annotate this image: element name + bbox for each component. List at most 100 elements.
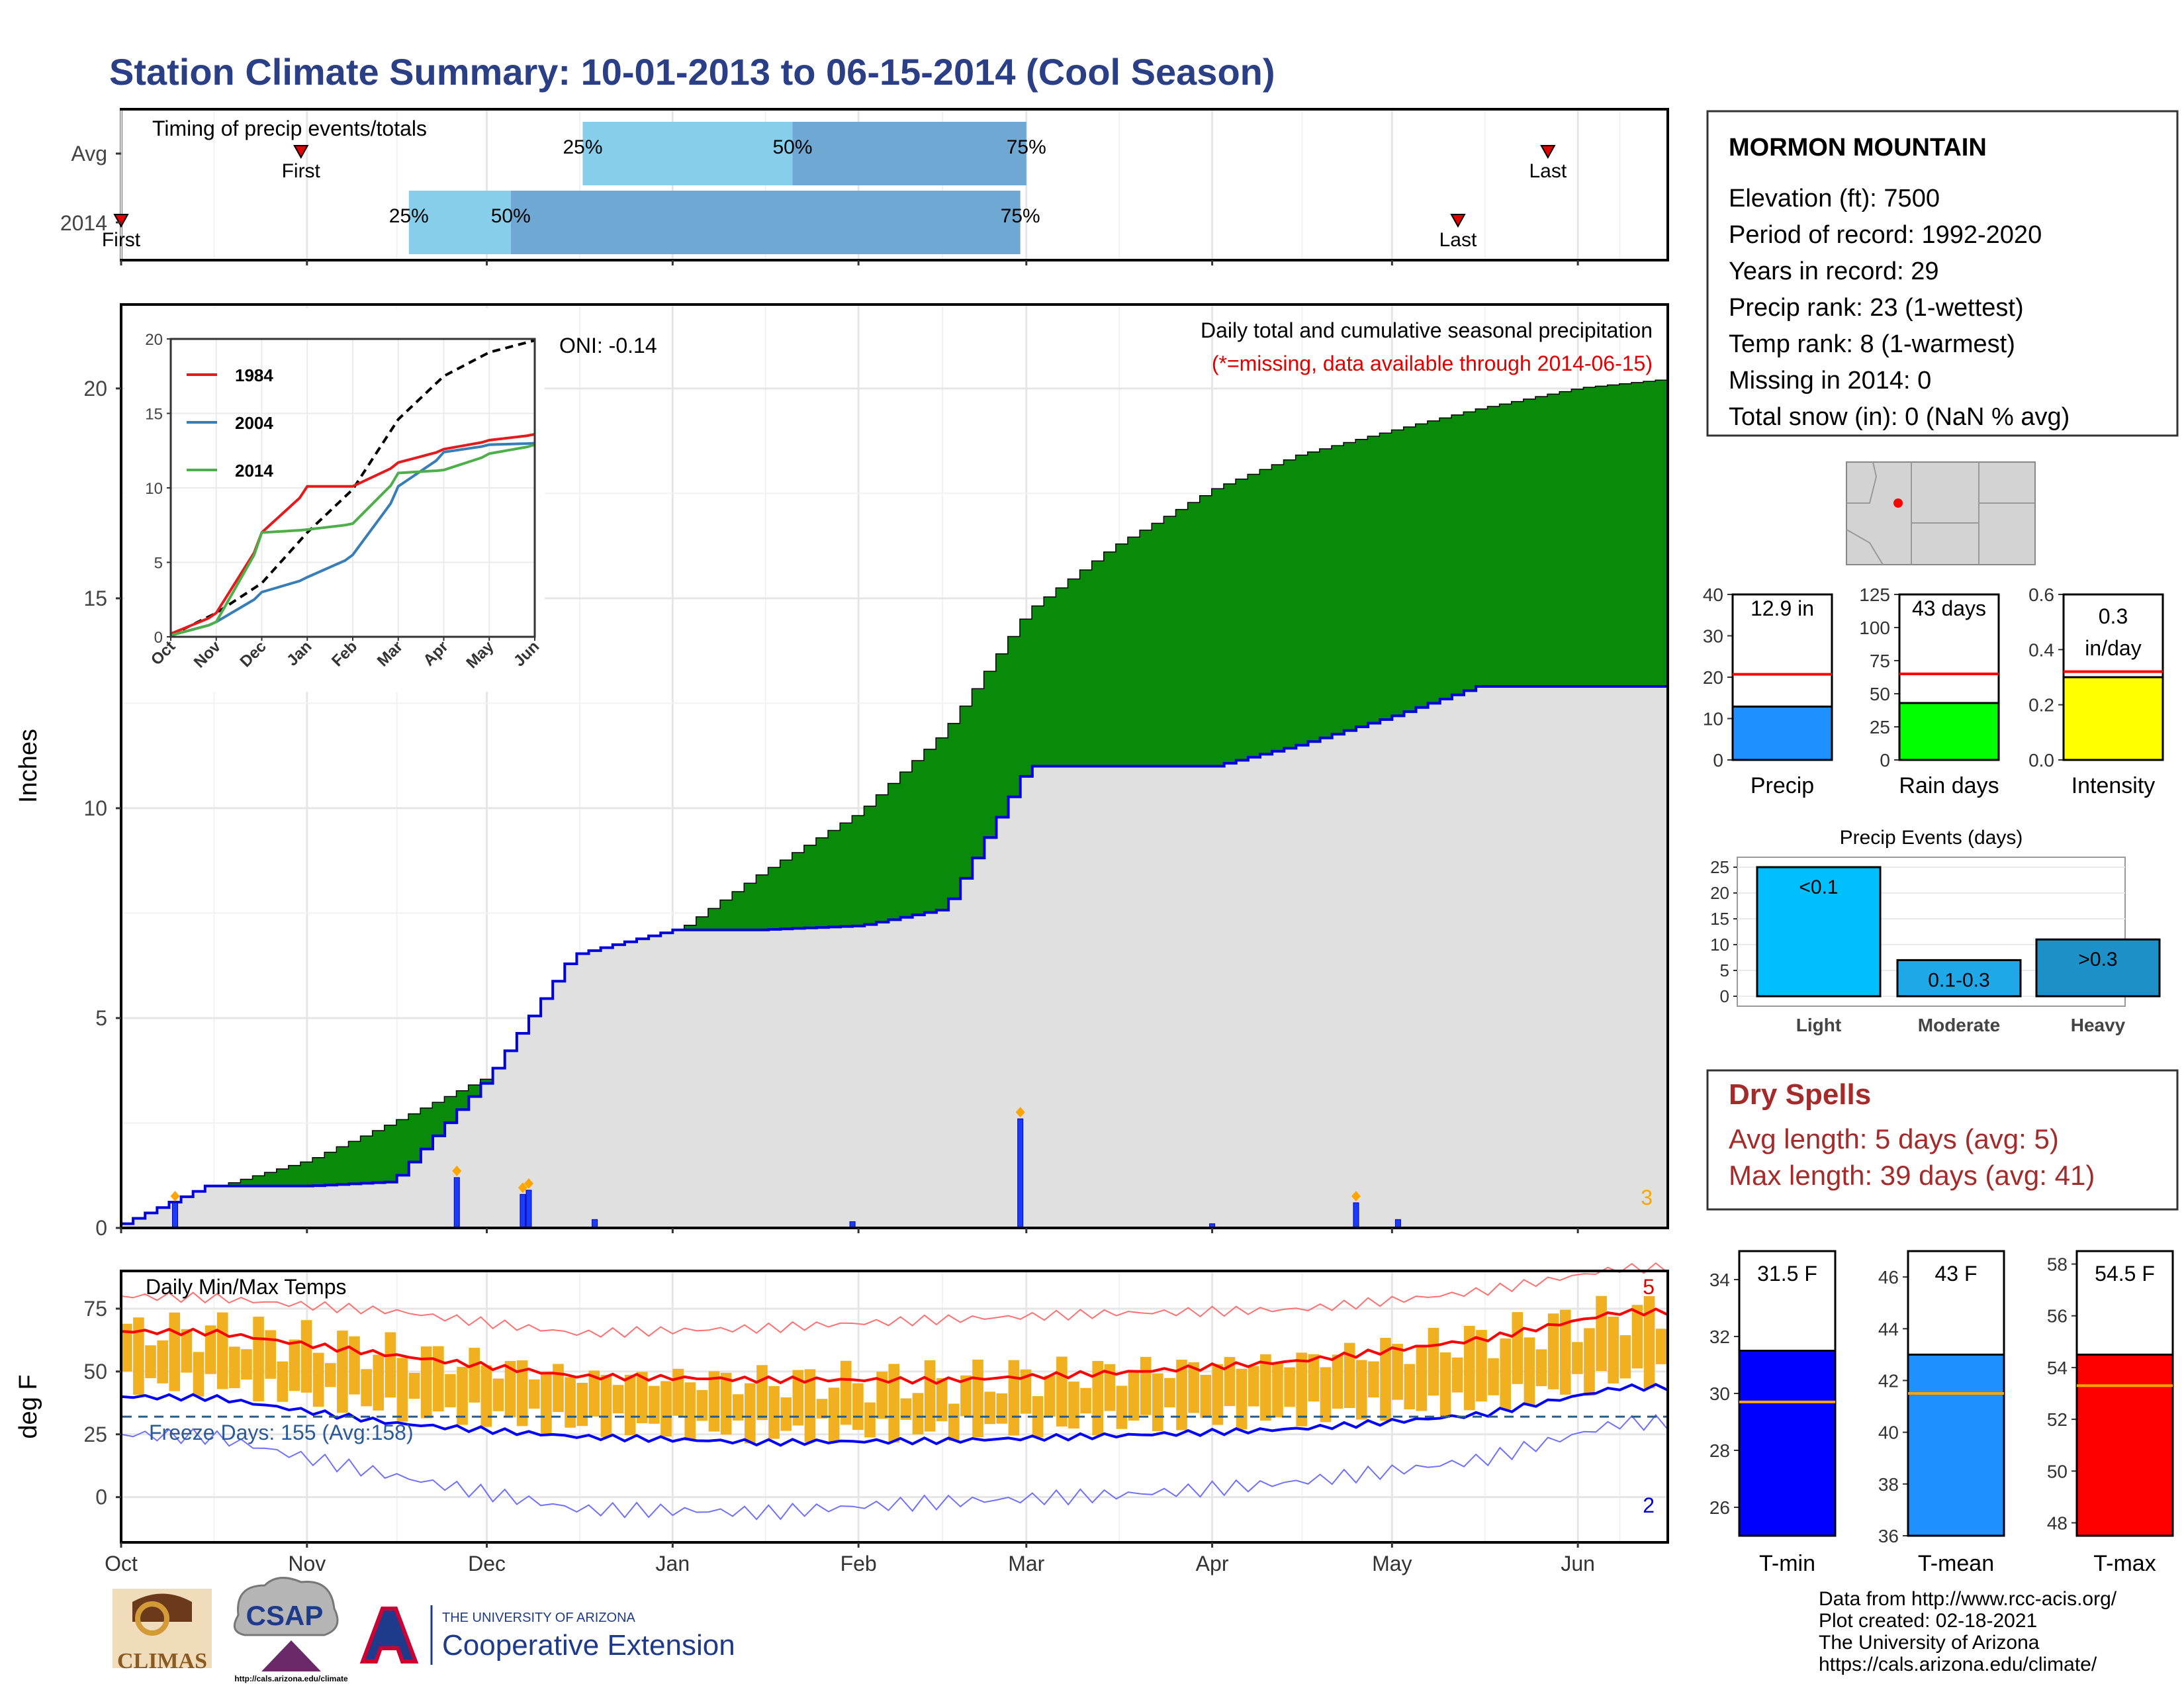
daily-temp-bar bbox=[816, 1399, 828, 1419]
month-axis: Oct Nov Dec Jan Feb Mar Apr May Jun bbox=[105, 260, 1595, 1575]
summary-bars: 0 10 20 30 40 12.9 in Precip 0 25 50 75 100 125 43 da… bbox=[1703, 585, 2164, 798]
events-bar-light bbox=[1756, 866, 1882, 998]
summary-tick: 0.0 bbox=[2028, 750, 2054, 771]
timing-last-label-avg: Last bbox=[1529, 160, 1567, 182]
daily-temp-bar bbox=[1655, 1329, 1667, 1364]
temp-summary-tick: 36 bbox=[1878, 1526, 1899, 1546]
dry-spells-title: Dry Spells bbox=[1729, 1078, 1871, 1111]
temp-summary-bar-t-max bbox=[2075, 1353, 2174, 1537]
daily-temp-bar bbox=[1464, 1325, 1475, 1411]
timing-bar-early-2014 bbox=[408, 191, 511, 254]
daily-temp-bar bbox=[312, 1352, 324, 1407]
events-y-tick-25: 25 bbox=[1710, 857, 1729, 877]
daily-temp-bar bbox=[1428, 1327, 1439, 1396]
temp-summary-tick: 26 bbox=[1709, 1497, 1730, 1518]
daily-temp-bar bbox=[912, 1393, 924, 1434]
dry-spells-avg: Avg length: 5 days (avg: 5) bbox=[1729, 1123, 2059, 1154]
daily-temp-bar bbox=[1308, 1354, 1320, 1402]
daily-temp-bar bbox=[1392, 1344, 1403, 1400]
daily-temp-bar bbox=[1296, 1352, 1308, 1427]
daily-precip-marker bbox=[523, 1178, 533, 1189]
events-bar-moderate bbox=[1896, 959, 2022, 998]
summary-label-2: Intensity bbox=[2071, 773, 2156, 798]
ua-logo: THE UNIVERSITY OF ARIZONA Cooperative Ex… bbox=[359, 1605, 735, 1665]
summary-tick: 0.6 bbox=[2028, 585, 2054, 605]
daily-temp-bar bbox=[1104, 1364, 1116, 1411]
avg-max-line bbox=[120, 1307, 1668, 1385]
daily-temp-bar bbox=[1272, 1362, 1283, 1418]
oni-value: ONI: -0.14 bbox=[559, 334, 657, 357]
daily-temp-bar bbox=[324, 1363, 336, 1387]
inset-y-tick-5: 5 bbox=[154, 555, 163, 573]
inset-line-2014 bbox=[170, 443, 535, 637]
summary-tick: 10 bbox=[1703, 709, 1723, 729]
station-frame bbox=[1706, 110, 2179, 437]
inset-y-tick-0: 0 bbox=[154, 629, 163, 647]
daily-temp-bar bbox=[445, 1374, 456, 1407]
events-value-0: <0.1 bbox=[1799, 876, 1838, 898]
precip-y-tick-10: 10 bbox=[83, 796, 107, 820]
month-label-nov: Nov bbox=[288, 1552, 326, 1575]
timing-first-marker-avg bbox=[293, 145, 309, 160]
daily-temp-bar bbox=[1355, 1360, 1367, 1420]
daily-precip-bar bbox=[525, 1190, 532, 1229]
station-line-3: Precip rank: 23 (1-wettest) bbox=[1729, 294, 2024, 322]
daily-temp-bar bbox=[541, 1374, 552, 1434]
daily-temp-bar bbox=[205, 1325, 216, 1374]
station-name: MORMON MOUNTAIN bbox=[1729, 134, 1987, 162]
daily-temp-bar bbox=[1032, 1396, 1044, 1438]
daily-temp-bar bbox=[1128, 1372, 1140, 1421]
locator-map bbox=[1846, 461, 2036, 565]
daily-temp-bar bbox=[492, 1378, 504, 1411]
daily-temp-bar bbox=[121, 1323, 132, 1372]
daily-temp-bar bbox=[145, 1345, 156, 1378]
month-label-mar: Mar bbox=[1008, 1552, 1044, 1575]
daily-temp-bar bbox=[972, 1359, 983, 1438]
temp-y-tick-0: 0 bbox=[95, 1485, 107, 1509]
timing-row-avg: Avg bbox=[71, 142, 107, 165]
daily-temp-bar bbox=[864, 1402, 876, 1438]
daily-temp-bar bbox=[289, 1339, 300, 1391]
daily-precip-bar bbox=[172, 1202, 179, 1229]
timing-p75-2014: 75% bbox=[1001, 205, 1040, 227]
temp-summary-tick: 40 bbox=[1878, 1423, 1899, 1443]
daily-temp-bar bbox=[1572, 1342, 1583, 1374]
daily-temp-bar bbox=[1608, 1316, 1619, 1383]
daily-temp-bar bbox=[1212, 1364, 1224, 1425]
events-label-2: Heavy bbox=[2071, 1015, 2126, 1035]
daily-temp-bar bbox=[1596, 1295, 1607, 1371]
temp-summary-tick: 58 bbox=[2047, 1254, 2068, 1275]
summary-tick: 75 bbox=[1870, 651, 1890, 671]
climas-text: CLIMAS bbox=[117, 1649, 207, 1673]
daily-temp-bar bbox=[193, 1352, 205, 1397]
daily-precip-bar bbox=[453, 1177, 460, 1229]
daily-temp-bar bbox=[612, 1385, 624, 1414]
events-value-1: 0.1-0.3 bbox=[1928, 969, 1989, 991]
daily-temp-bar bbox=[385, 1332, 396, 1398]
daily-temp-bar bbox=[649, 1385, 660, 1424]
daily-temp-bar bbox=[792, 1370, 804, 1426]
precip-y-tick-0: 0 bbox=[95, 1216, 107, 1240]
timing-p50-2014: 50% bbox=[491, 205, 531, 227]
daily-temp-bar bbox=[229, 1346, 240, 1389]
daily-temp-bar bbox=[684, 1382, 696, 1441]
daily-temp-bar bbox=[828, 1387, 840, 1442]
daily-temp-bar bbox=[480, 1365, 492, 1427]
timing-p75-avg: 75% bbox=[1007, 136, 1046, 158]
temp-summary-bar-t-mean bbox=[1907, 1353, 2005, 1537]
daily-temp-bar bbox=[504, 1360, 516, 1418]
precip-annotation: Daily total and cumulative seasonal prec… bbox=[1201, 318, 1653, 342]
temp-summary-tick: 28 bbox=[1709, 1440, 1730, 1461]
daily-temp-bar bbox=[1044, 1375, 1056, 1417]
events-y-tick-0: 0 bbox=[1720, 986, 1729, 1006]
daily-temp-bar bbox=[553, 1364, 564, 1413]
daily-temp-bar bbox=[924, 1360, 936, 1432]
timing-bar-late-avg bbox=[792, 122, 1026, 185]
precip-corner-count: 3 bbox=[1641, 1186, 1653, 1209]
record-high-count: 5 bbox=[1643, 1275, 1655, 1299]
inset-y-tick-15: 15 bbox=[145, 406, 163, 424]
events-label-0: Light bbox=[1796, 1015, 1841, 1035]
inset-legend-1984: 1984 bbox=[235, 365, 273, 385]
